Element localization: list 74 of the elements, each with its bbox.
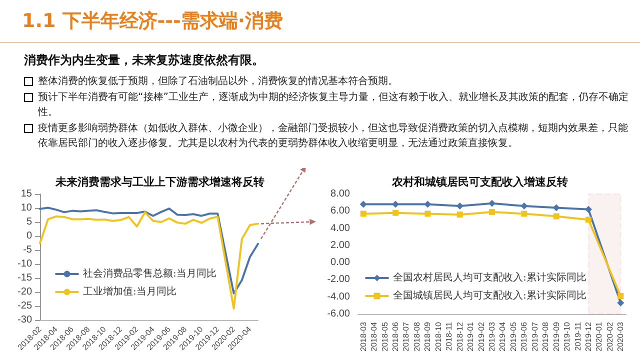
y-tick-label: 5	[26, 216, 32, 228]
chart-title: 农村和城镇居民可支配收入增速反转	[391, 176, 568, 188]
x-tick-label: 2019-10	[562, 321, 572, 352]
x-tick-label: 2019-08	[541, 321, 550, 352]
y-tick-label: -5	[23, 244, 32, 256]
x-tick-label: 2020-01	[594, 321, 604, 352]
point	[360, 200, 367, 208]
point	[489, 209, 495, 215]
text: 整体消费的恢复低于预期，但除了石油制品以外，消费恢复的情况基本符合预期。	[37, 74, 399, 89]
x-tick-label: 2020-03	[616, 321, 626, 352]
text: 疫情更多影响弱势群体（如低收入群体、小微企业），金融部门受损较小，但这也导致促消费政策的切入点模糊，短期内效果差，只能依靠居民部门的收入逐步修复。尤其是以农村为代表的更弱势群体收入收缩更明显，无法通过政策直接恢复。	[37, 122, 629, 151]
x-tick-label: 2018-10	[434, 321, 443, 352]
legend-label: 工业增加值:当月同比	[83, 286, 176, 298]
y-tick-label: -6.00	[327, 308, 350, 320]
point	[584, 206, 592, 213]
point	[360, 210, 366, 217]
x-tick-label: 2018-11	[444, 321, 454, 351]
x-tick-label: 2018-05	[380, 321, 390, 352]
point	[488, 200, 496, 207]
point	[618, 293, 624, 299]
x-tick-label: 2018-12	[455, 321, 464, 352]
point	[553, 213, 560, 220]
y-tick-label: 15	[20, 188, 32, 200]
y-tick-label: 0.00	[330, 257, 350, 268]
x-tick-label: 2018-04	[370, 321, 379, 352]
y-tick-label: 8.00	[330, 188, 350, 200]
y-tick-label: 4.00	[330, 222, 350, 234]
x-tick-label: 2018-03	[358, 321, 368, 352]
point	[392, 200, 400, 208]
point	[424, 210, 431, 217]
x-tick-label: 2019-01	[466, 321, 476, 352]
point	[456, 202, 464, 210]
y-tick-label: 6.00	[330, 206, 350, 217]
y-tick-label: -15	[18, 272, 32, 284]
chart-title: 未来消费需求与工业上下游需求增速将反转	[54, 176, 264, 188]
line-series	[39, 211, 259, 310]
point	[456, 212, 463, 218]
line-series	[39, 206, 259, 294]
point	[520, 202, 528, 210]
x-tick-label: 2018-07	[402, 321, 411, 352]
y-tick-label: 10	[20, 202, 32, 214]
point	[424, 200, 432, 208]
y-tick-label: -10	[18, 258, 32, 270]
x-tick-label: 2020-02	[605, 321, 614, 352]
y-tick-label: -30	[18, 314, 32, 326]
y-tick-label: -4.00	[327, 291, 350, 302]
x-tick-label: 2019-09	[552, 321, 561, 352]
text: 预计下半年消费有可能“接棒”工业生产，逐渐成为中期的经济恢复主导力量，但这有赖于收入、就业增长及其政策的配套，仍存不确定性。	[36, 90, 630, 120]
x-tick-label: 2019-02	[476, 321, 486, 352]
legend-label: 社会消费品零售总额:当月同比	[83, 268, 216, 280]
point	[392, 210, 399, 216]
x-tick-label: 2019-07	[530, 321, 540, 352]
text: 消费作为内生变量，未来复苏速度依然有限。	[24, 52, 264, 69]
point	[521, 210, 528, 217]
x-tick-label: 2019-04	[498, 321, 508, 352]
legend-label: 全国城镇居民人均可支配收入:累计实际同比	[393, 290, 586, 302]
x-tick-label: 2019-03	[488, 321, 496, 352]
y-tick-label: -2.00	[327, 274, 350, 286]
y-tick-label: 2.00	[330, 240, 350, 251]
y-tick-label: 0	[26, 230, 32, 242]
point	[585, 216, 592, 223]
x-tick-label: 2019-12	[584, 321, 593, 352]
point	[617, 299, 624, 306]
x-tick-label: 2018-09	[423, 321, 432, 352]
x-tick-label: 2019-06	[520, 321, 529, 352]
x-tick-label: 2018-06	[391, 321, 400, 352]
legend-label: 全国农村居民人均可支配收入:累计实际同比	[393, 272, 586, 284]
y-tick-label: -25	[18, 300, 32, 312]
x-tick-label: 2019-05	[508, 321, 518, 352]
text: 1.1 下半年经济---需求端·消费	[22, 9, 284, 34]
x-tick-label: 2018-08	[412, 321, 422, 352]
point	[552, 204, 560, 212]
y-tick-label: -20	[18, 286, 32, 298]
x-tick-label: 2019-11	[573, 321, 582, 351]
